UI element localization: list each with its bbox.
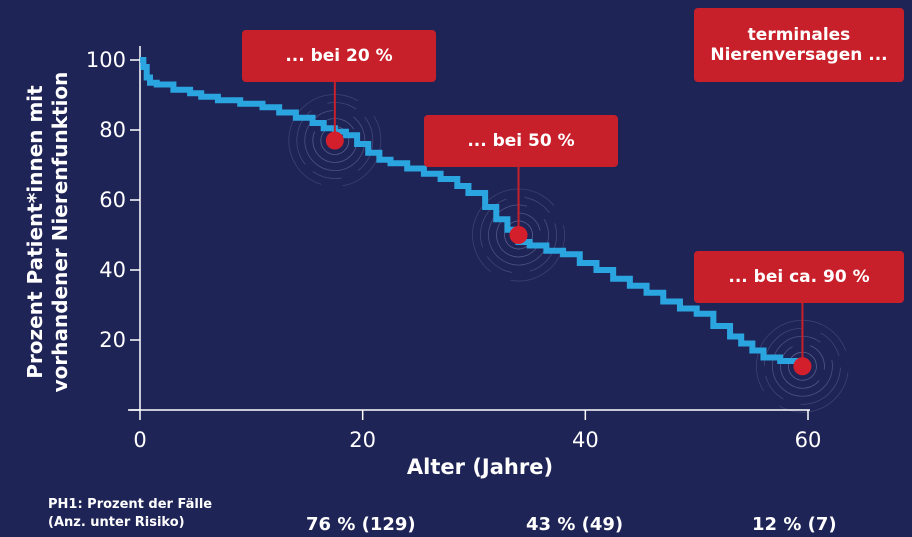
x-tick-label: 60 xyxy=(795,428,822,452)
y-axis-label-line1: Prozent Patient*innen mit xyxy=(23,85,47,379)
axes xyxy=(128,46,810,411)
callout-50-percent: ... bei 50 % xyxy=(424,115,618,167)
callout-20-label: ... bei 20 % xyxy=(285,45,393,66)
footer-label: PH1: Prozent der Fälle (Anz. unter Risik… xyxy=(48,496,212,531)
ring xyxy=(288,94,382,187)
x-tick-label: 40 xyxy=(572,428,599,452)
ring xyxy=(496,212,541,258)
highlight-rings xyxy=(288,94,849,413)
callout-50-label: ... bei 50 % xyxy=(467,130,575,151)
footer-label-line2: (Anz. unter Risiko) xyxy=(48,514,185,530)
highlight-marker xyxy=(325,131,344,150)
callout-90-percent: ... bei ca. 90 % xyxy=(694,251,904,303)
ring xyxy=(480,196,557,274)
y-tick-label: 60 xyxy=(99,188,126,212)
ring xyxy=(756,319,849,413)
x-tick-label: 0 xyxy=(133,428,146,452)
ring xyxy=(780,343,825,389)
callout-connectors xyxy=(333,82,804,367)
y-tick-label: 80 xyxy=(99,118,126,142)
ring xyxy=(296,102,374,179)
x-tick-label: 20 xyxy=(349,428,376,452)
highlight-marker xyxy=(509,226,528,244)
y-tick-label: 20 xyxy=(99,328,126,352)
y-axis-label-line2: vorhandener Nierenfunktion xyxy=(48,72,72,393)
callout-90-label: ... bei ca. 90 % xyxy=(728,266,870,287)
survival-curve xyxy=(140,57,803,364)
x-axis-label: Alter (Jahre) xyxy=(407,455,553,479)
ring xyxy=(312,118,358,163)
ring xyxy=(772,335,833,397)
ring-group xyxy=(288,94,382,187)
ring xyxy=(472,188,565,282)
kidney-failure-line2: Nierenversagen ... xyxy=(710,45,888,65)
highlight-markers xyxy=(325,131,812,376)
footer-value-20: 76 % (129) xyxy=(306,514,416,535)
y-tick-label: 40 xyxy=(99,258,126,282)
callout-kidney-failure: terminales Nierenversagen ... xyxy=(694,8,904,82)
y-tick-label: 100 xyxy=(86,48,126,72)
ring xyxy=(788,351,817,381)
kidney-failure-line1: terminales xyxy=(747,24,851,45)
callout-20-percent: ... bei 20 % xyxy=(242,30,436,82)
axis-ticks: 0 20 40 60 20 40 60 80 100 xyxy=(86,48,821,452)
footer-value-60: 12 % (7) xyxy=(752,514,837,535)
highlight-marker xyxy=(793,357,812,376)
footer-value-40: 43 % (49) xyxy=(526,514,624,535)
footer-label-line1: PH1: Prozent der Fälle xyxy=(48,497,213,512)
